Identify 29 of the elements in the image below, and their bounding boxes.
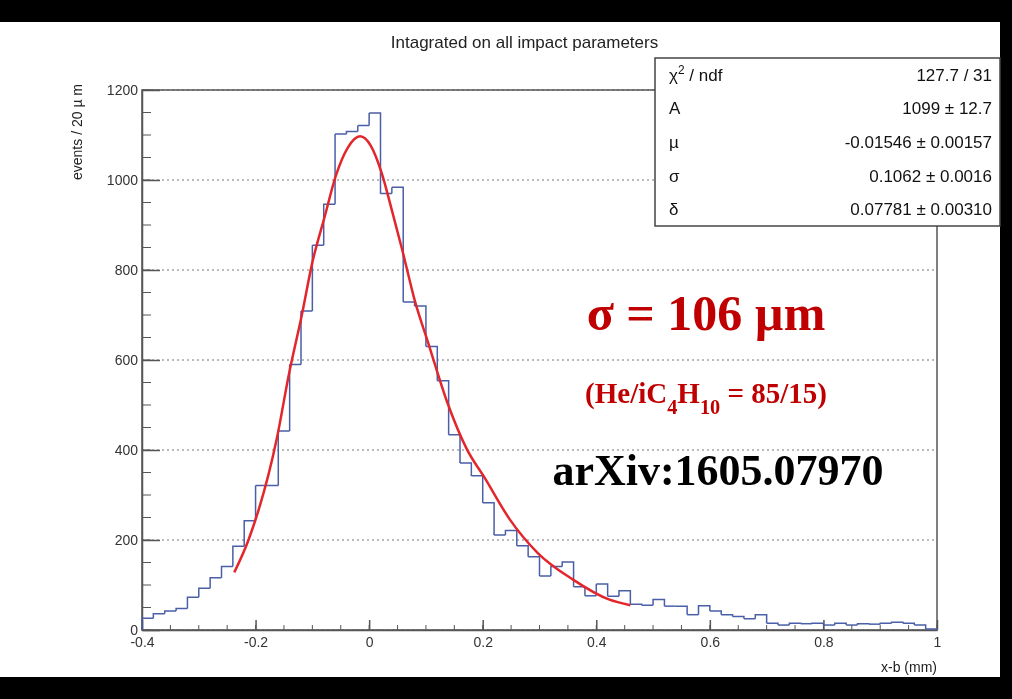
y-tick-label: 1200: [106, 81, 139, 98]
annotation: A: [669, 99, 681, 119]
annotation: σ: [669, 166, 680, 186]
x-tick-label: 0.4: [587, 634, 607, 650]
annotation: (He/iC$_{4}$H$_{10}$ = 85/15): [585, 377, 827, 418]
y-axis-title: events / 20 µ m: [69, 84, 85, 180]
annotation: 0.07781 ± 0.00310: [850, 200, 992, 220]
x-tick-label: 0.8: [814, 634, 834, 650]
text: 127.7 / 31: [916, 65, 992, 85]
x-tick-label: 0: [365, 634, 374, 650]
annotation: -0.01546 ± 0.00157: [844, 133, 992, 152]
x-tick-label: 0.2: [473, 634, 494, 650]
y-tick-label: 600: [114, 351, 139, 368]
annotation: δ: [669, 200, 679, 220]
x-axis-title: x-b (mm): [881, 659, 937, 675]
y-tick-label: 1000: [106, 171, 139, 188]
y-tick-label: 800: [114, 261, 139, 278]
chart-title: Intagrated on all impact parameters: [390, 33, 659, 52]
annotation: 0.1062 ± 0.0016: [869, 166, 992, 186]
annotation: µ: [669, 133, 679, 152]
x-tick-label: 1: [933, 634, 942, 650]
annotation: 1099 ± 12.7: [902, 99, 992, 119]
text: χ$^{2}$ / ndf: [669, 62, 723, 85]
y-tick-label: 200: [114, 531, 139, 548]
x-tick-label: 0.6: [700, 634, 721, 650]
annotation: σ = 106 µm: [586, 285, 826, 341]
y-tick-label: 400: [114, 441, 139, 458]
annotation: arXiv:1605.07970: [552, 446, 884, 495]
x-tick-label: -0.2: [244, 634, 269, 650]
